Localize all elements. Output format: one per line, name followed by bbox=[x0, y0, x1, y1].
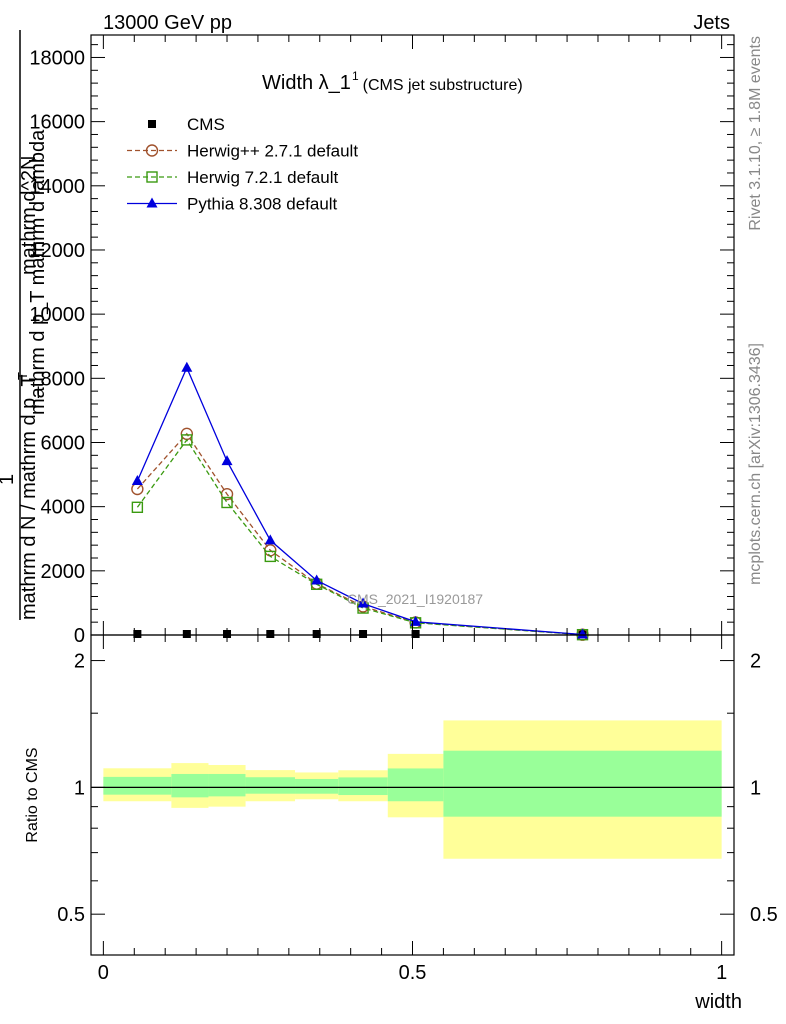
plot-title: Width λ_11(CMS jet substructure) bbox=[262, 69, 523, 94]
data-point bbox=[133, 630, 142, 638]
data-point bbox=[357, 597, 369, 608]
analysis-watermark: CMS_2021_I1920187 bbox=[347, 591, 483, 607]
data-point bbox=[264, 550, 276, 563]
ratio-axes: 0.5 0.5 1 1 2 2 0 0.5 1 bbox=[57, 635, 778, 984]
ratio-inner-band bbox=[208, 773, 246, 797]
data-point bbox=[264, 534, 276, 545]
ratio-y-tick-label: 0.5 bbox=[57, 904, 85, 926]
legend-entry: CMS bbox=[148, 115, 225, 134]
legend-label: Herwig 7.2.1 default bbox=[187, 168, 338, 187]
legend-marker bbox=[145, 144, 159, 157]
y-tick-label: 12000 bbox=[29, 240, 85, 262]
ratio-inner-band bbox=[295, 778, 339, 794]
data-point bbox=[182, 630, 191, 638]
ratio-y-tick-label-right: 0.5 bbox=[750, 904, 778, 926]
y-tick-label: 4000 bbox=[41, 497, 86, 519]
y-tick-label: 2000 bbox=[41, 561, 86, 583]
y-tick-label: 10000 bbox=[29, 304, 85, 326]
y-tick-label: 8000 bbox=[41, 368, 86, 390]
legend-entry: Herwig++ 2.7.1 default bbox=[127, 142, 358, 161]
legend-entry: Pythia 8.308 default bbox=[127, 195, 338, 214]
series-line bbox=[136, 366, 583, 636]
legend-label: Herwig++ 2.7.1 default bbox=[187, 142, 358, 161]
ratio-inner-band bbox=[245, 777, 296, 794]
data-point bbox=[411, 630, 420, 638]
data-point bbox=[131, 501, 144, 513]
data-point bbox=[181, 361, 193, 372]
ratio-inner-band bbox=[103, 776, 172, 795]
ratio-y-label: Ratio to CMS bbox=[24, 747, 41, 842]
y-label-upper-line2: mathrm d p_T mathrm d lambda bbox=[27, 129, 49, 415]
x-tick-label: 0.5 bbox=[399, 962, 427, 984]
data-point bbox=[312, 630, 321, 638]
y-tick-label: 0 bbox=[74, 625, 85, 647]
data-point bbox=[131, 482, 144, 496]
main-y-axis-label: 1 mathrm d N / mathrm d p_T mathrm d^2N … bbox=[0, 30, 49, 620]
x-tick-label: 1 bbox=[716, 962, 727, 984]
legend-marker bbox=[146, 171, 158, 183]
ratio-y-tick-label-right: 1 bbox=[750, 777, 761, 799]
series-pythia-8-308-default bbox=[131, 361, 589, 639]
data-point bbox=[311, 574, 323, 585]
ratio-bands bbox=[103, 720, 722, 859]
y-tick-label: 6000 bbox=[41, 432, 86, 454]
y-label-subscript: T bbox=[15, 372, 30, 380]
legend-label: Pythia 8.308 default bbox=[187, 195, 338, 214]
series-line bbox=[136, 438, 583, 636]
y-tick-label: 14000 bbox=[29, 176, 85, 198]
mcplots-label: mcplots.cern.ch [arXiv:1306.3436] bbox=[747, 343, 764, 585]
ratio-y-tick-label: 2 bbox=[74, 651, 85, 673]
y-label-numerator: 1 bbox=[0, 474, 18, 485]
rivet-label: Rivet 3.1.10, ≥ 1.8M events bbox=[747, 36, 764, 231]
legend-marker bbox=[146, 197, 158, 208]
data-point bbox=[181, 434, 193, 446]
y-tick-label: 16000 bbox=[29, 112, 85, 134]
ratio-inner-band bbox=[387, 768, 444, 802]
ratio-inner-band bbox=[171, 773, 209, 798]
legend-entry: Herwig 7.2.1 default bbox=[127, 168, 338, 187]
y-label-denominator: mathrm d N / mathrm d p_T bbox=[18, 374, 40, 620]
ratio-y-tick-label-right: 2 bbox=[750, 651, 761, 673]
data-point bbox=[266, 630, 275, 638]
data-point bbox=[221, 455, 233, 466]
main-axes: 0 2000 4000 6000 8000 10000 12000 14000 16000 180… bbox=[29, 35, 734, 647]
data-point bbox=[221, 496, 233, 509]
data-point bbox=[359, 630, 368, 638]
header-jets: Jets bbox=[693, 12, 730, 34]
data-point bbox=[131, 474, 143, 485]
ratio-inner-band bbox=[338, 777, 388, 796]
y-tick-label: 18000 bbox=[29, 47, 85, 69]
ratio-y-tick-label: 1 bbox=[74, 777, 85, 799]
data-point bbox=[577, 628, 589, 639]
header-energy: 13000 GeV pp bbox=[103, 12, 232, 34]
legend: CMS Herwig++ 2.7.1 default Herwig 7.2.1 de… bbox=[127, 115, 358, 214]
ratio-frame bbox=[90, 634, 735, 956]
x-tick-label: 0 bbox=[98, 962, 109, 984]
legend-label: CMS bbox=[187, 115, 225, 134]
series-herwig-7-2-1-default bbox=[131, 434, 589, 641]
series-cms bbox=[133, 630, 587, 638]
legend-marker bbox=[148, 120, 156, 128]
y-label-upper-line1: mathrm d^2N bbox=[18, 156, 40, 275]
x-axis-label: width bbox=[694, 991, 742, 1013]
ratio-inner-band bbox=[443, 750, 722, 817]
